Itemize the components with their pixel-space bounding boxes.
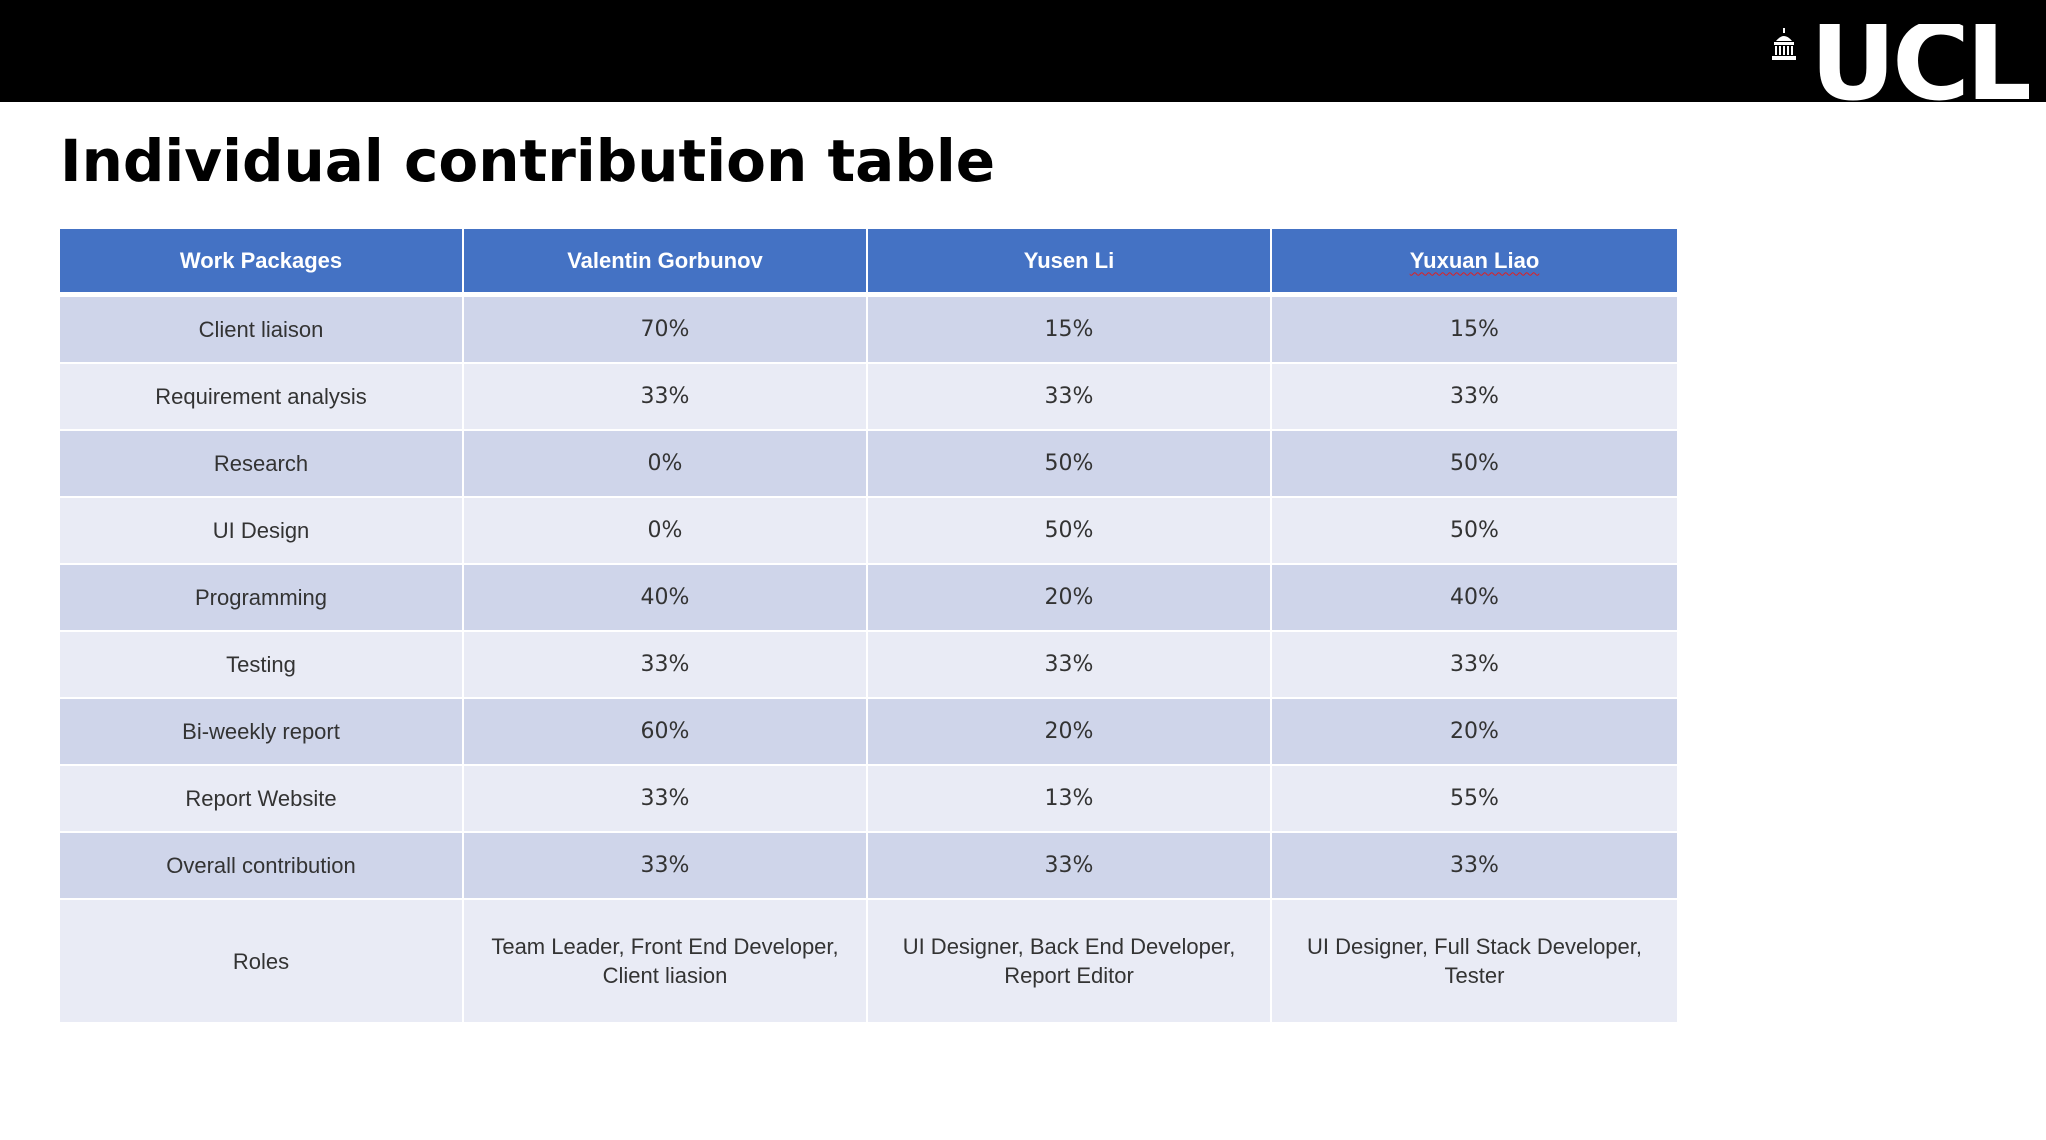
- roles-row: Roles Team Leader, Front End Developer, …: [60, 900, 1677, 1022]
- package-cell: Report Website: [60, 766, 464, 833]
- percent-cell: 40%: [1272, 565, 1677, 632]
- percent-cell: 33%: [868, 632, 1272, 699]
- package-cell: Research: [60, 431, 464, 498]
- percent-cell: 33%: [868, 833, 1272, 900]
- percent-cell: 33%: [1272, 833, 1677, 900]
- table-row: Testing 33% 33% 33%: [60, 632, 1677, 699]
- percent-cell: 50%: [868, 498, 1272, 565]
- roles-label: Roles: [60, 900, 464, 1022]
- percent-cell: 0%: [464, 498, 868, 565]
- percent-cell: 20%: [868, 699, 1272, 766]
- percent-cell: 50%: [1272, 498, 1677, 565]
- package-cell: Testing: [60, 632, 464, 699]
- percent-cell: 50%: [868, 431, 1272, 498]
- role-line: UI Designer, Full Stack Developer,: [1306, 934, 1643, 959]
- roles-cell-member-3: UI Designer, Full Stack Developer, Teste…: [1272, 900, 1677, 1022]
- percent-cell: 15%: [1272, 297, 1677, 364]
- percent-cell: 33%: [464, 766, 868, 833]
- roles-cell-member-2: UI Designer, Back End Developer, Report …: [868, 900, 1272, 1022]
- percent-cell: 20%: [1272, 699, 1677, 766]
- slide-title: Individual contribution table: [60, 127, 996, 195]
- header-member-3: Yuxuan Liao: [1272, 229, 1677, 297]
- percent-cell: 33%: [1272, 632, 1677, 699]
- contribution-table: Work Packages Valentin Gorbunov Yusen Li…: [60, 229, 1677, 1022]
- package-cell: Bi-weekly report: [60, 699, 464, 766]
- percent-cell: 33%: [464, 833, 868, 900]
- role-line: UI Designer, Back End Developer,: [902, 934, 1236, 959]
- role-line: Tester: [1444, 963, 1505, 988]
- package-cell: UI Design: [60, 498, 464, 565]
- table-row: Client liaison 70% 15% 15%: [60, 297, 1677, 364]
- ucl-logo: UCL: [1770, 24, 2029, 102]
- table-row: Requirement analysis 33% 33% 33%: [60, 364, 1677, 431]
- role-line: Client liasion: [602, 963, 728, 988]
- top-bar: UCL: [0, 0, 2046, 102]
- percent-cell: 15%: [868, 297, 1272, 364]
- percent-cell: 20%: [868, 565, 1272, 632]
- table-row: Report Website 33% 13% 55%: [60, 766, 1677, 833]
- package-cell: Client liaison: [60, 297, 464, 364]
- table-row: Programming 40% 20% 40%: [60, 565, 1677, 632]
- percent-cell: 33%: [868, 364, 1272, 431]
- package-cell: Overall contribution: [60, 833, 464, 900]
- header-work-packages: Work Packages: [60, 229, 464, 297]
- percent-cell: 60%: [464, 699, 868, 766]
- table-row: Overall contribution 33% 33% 33%: [60, 833, 1677, 900]
- percent-cell: 50%: [1272, 431, 1677, 498]
- percent-cell: 33%: [464, 632, 868, 699]
- role-line: Report Editor: [1004, 963, 1134, 988]
- table-row: Bi-weekly report 60% 20% 20%: [60, 699, 1677, 766]
- percent-cell: 33%: [1272, 364, 1677, 431]
- role-line: Team Leader, Front End Developer,: [491, 934, 839, 959]
- percent-cell: 33%: [464, 364, 868, 431]
- logo-text: UCL: [1810, 24, 2030, 102]
- header-member-2: Yusen Li: [868, 229, 1272, 297]
- percent-cell: 0%: [464, 431, 868, 498]
- percent-cell: 40%: [464, 565, 868, 632]
- package-cell: Programming: [60, 565, 464, 632]
- header-member-3-name: Yuxuan Liao: [1409, 247, 1540, 273]
- percent-cell: 13%: [868, 766, 1272, 833]
- table-row: UI Design 0% 50% 50%: [60, 498, 1677, 565]
- percent-cell: 70%: [464, 297, 868, 364]
- portico-icon: [1772, 28, 1796, 60]
- header-member-1: Valentin Gorbunov: [464, 229, 868, 297]
- percent-cell: 55%: [1272, 766, 1677, 833]
- roles-cell-member-1: Team Leader, Front End Developer, Client…: [464, 900, 868, 1022]
- package-cell: Requirement analysis: [60, 364, 464, 431]
- table-header-row: Work Packages Valentin Gorbunov Yusen Li…: [60, 229, 1677, 297]
- table-row: Research 0% 50% 50%: [60, 431, 1677, 498]
